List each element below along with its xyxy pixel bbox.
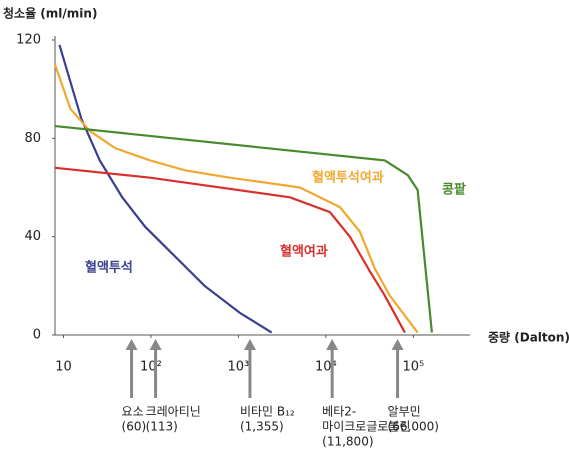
marker-name: 비타민 B₁₂ — [240, 405, 295, 419]
line-series — [53, 64, 419, 334]
series-label: 혈액여과 — [280, 244, 328, 260]
line-series — [58, 44, 273, 334]
series-label: 콩팥 — [442, 182, 466, 198]
y-tick-label: 40 — [24, 229, 41, 244]
marker-value: (66,000) — [388, 420, 439, 434]
marker-value: (11,800) — [322, 435, 373, 449]
y-tick-label: 80 — [24, 131, 41, 146]
marker-name: 크레아티닌 — [146, 405, 201, 419]
marker-name: 알부민 — [388, 405, 421, 419]
y-tick-label: 120 — [16, 33, 41, 48]
arrow-head — [125, 339, 138, 350]
marker-value: (60) — [122, 420, 147, 434]
marker-name: 요소 — [122, 405, 144, 419]
series-label: 혈액투석 — [85, 260, 133, 276]
y-axis-title: 청소율 (ml/min) — [3, 6, 97, 21]
series-label: 혈액투석여과 — [312, 170, 384, 186]
x-tick-label: 10⁵ — [402, 360, 424, 375]
marker-name: 베타2- — [322, 405, 356, 419]
arrow-head — [149, 339, 162, 350]
marker-value: (1,355) — [240, 420, 284, 434]
arrow-head — [326, 339, 339, 350]
x-tick-label: 10² — [140, 360, 162, 375]
y-tick-label: 0 — [33, 328, 41, 343]
marker-name: 마이크로글로불린 — [322, 420, 410, 434]
line-series — [54, 124, 433, 333]
line-series — [54, 166, 406, 334]
arrow-head — [391, 339, 404, 350]
x-axis-title: 중량 (Dalton) — [488, 331, 569, 345]
marker-value: (113) — [146, 420, 178, 434]
x-tick-label: 10 — [55, 360, 72, 375]
x-tick-label: 10³ — [228, 360, 250, 375]
arrow-head — [243, 339, 256, 350]
